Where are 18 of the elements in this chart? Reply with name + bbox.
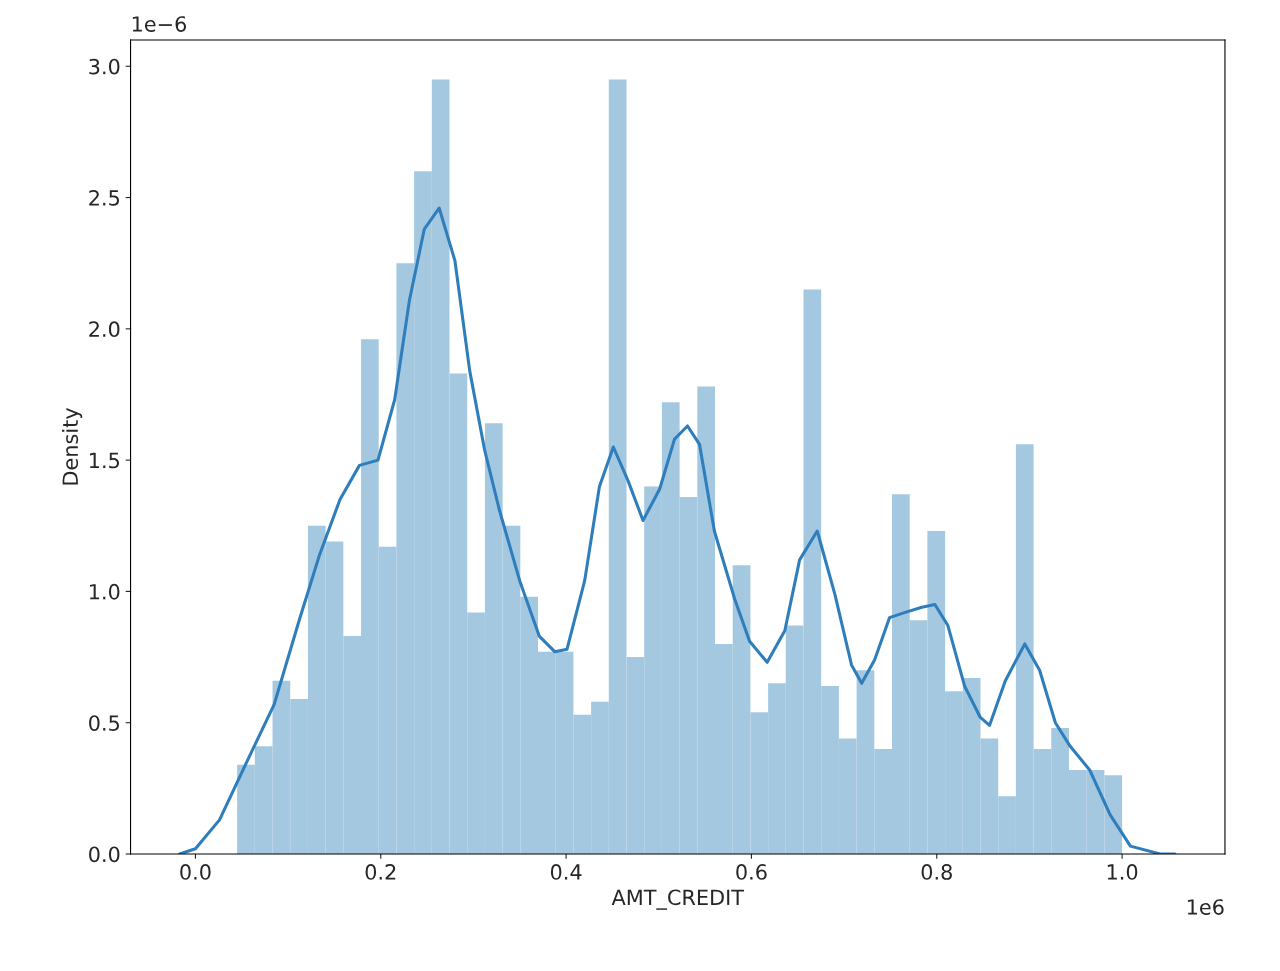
- x-tick-label: 0.2: [365, 864, 396, 880]
- y-tick-label: 1.0: [89, 583, 120, 600]
- text: 1e6: [1187, 899, 1224, 915]
- y-tick-label: 2.0: [89, 321, 120, 338]
- y-tick-label: 2.5: [89, 190, 120, 206]
- y-tick-label: 1.5: [89, 452, 120, 469]
- x-tick-label: 0.8: [921, 864, 952, 880]
- x-tick-label: 0.6: [736, 864, 767, 880]
- y-tick-label: 0.0: [89, 846, 120, 863]
- y-tick-label: 3.0: [89, 58, 120, 75]
- y-axis-title: Density: [61, 408, 83, 485]
- line-series: [178, 206, 1177, 854]
- x-tick-label: 0.4: [550, 864, 582, 880]
- text: 1e−6: [132, 16, 187, 32]
- y-tick-label: 0.5: [89, 715, 120, 731]
- x-axis-title: AMT_CREDIT: [611, 889, 745, 910]
- x-tick-label: 0.0: [180, 864, 211, 880]
- x-tick-label: 1.0: [1107, 864, 1138, 880]
